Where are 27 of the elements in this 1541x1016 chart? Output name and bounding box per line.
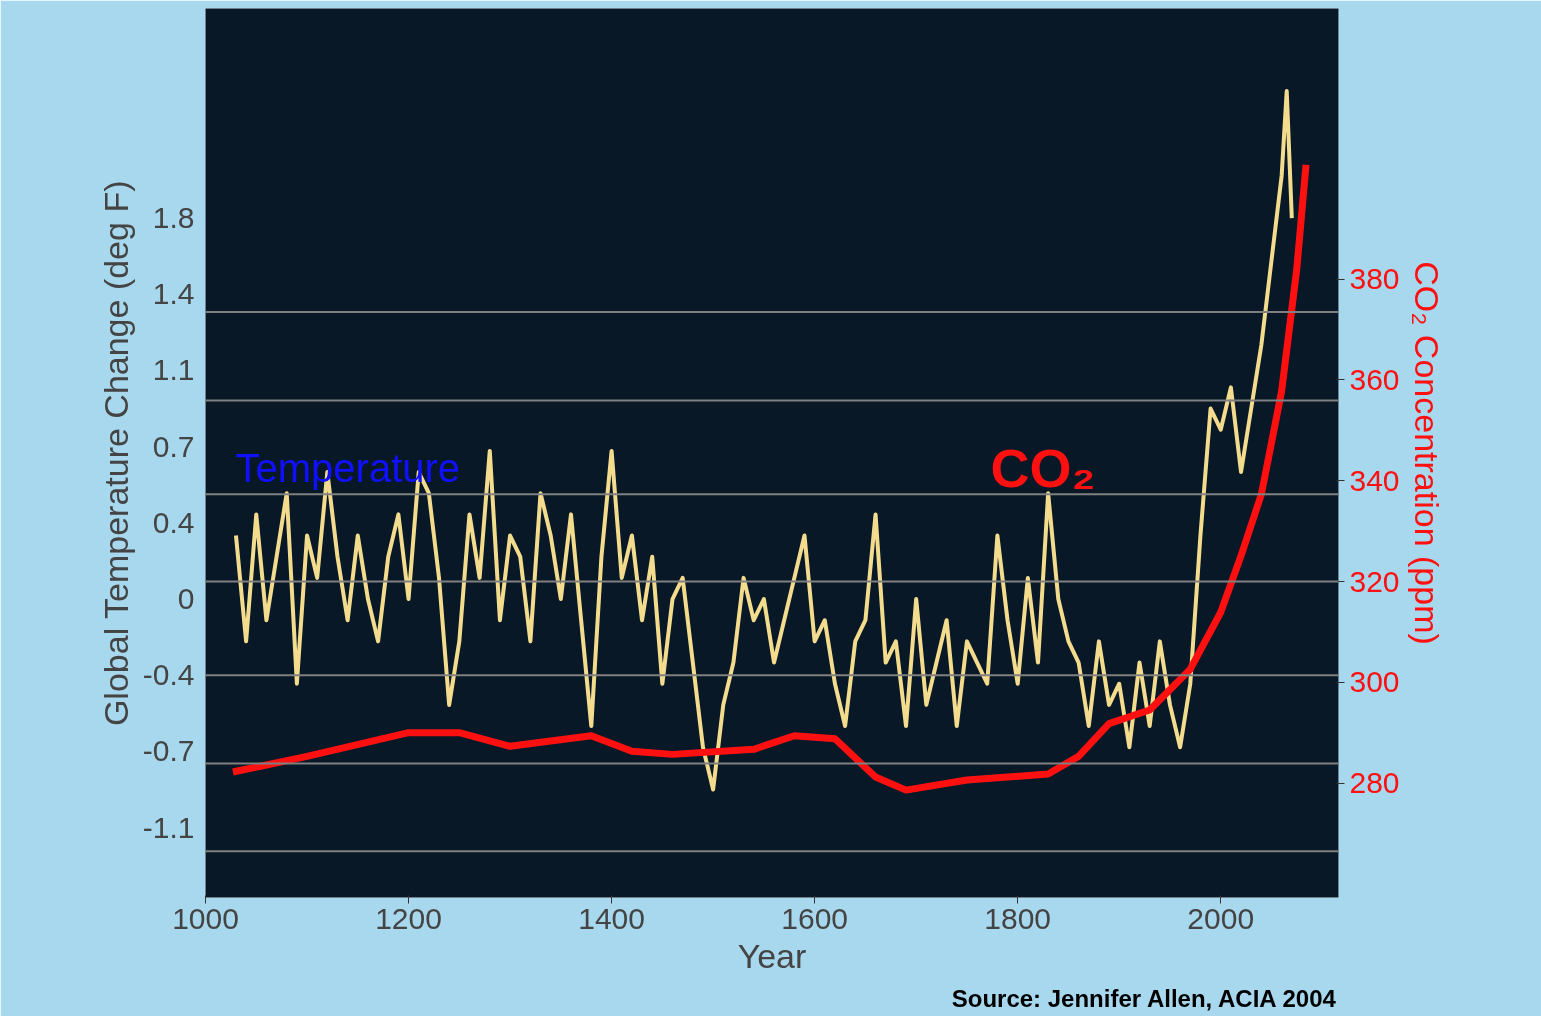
x-tick-label: 2000: [1187, 901, 1255, 935]
y2-tick-label: 320: [1349, 564, 1400, 598]
x-tick-label: 1800: [984, 901, 1052, 935]
y-tick-label: 0.7: [152, 429, 195, 463]
y-tick-label: -0.7: [142, 734, 195, 768]
y-tick-label: 0: [177, 582, 195, 616]
y-tick-label: 1.4: [152, 277, 195, 311]
y2-tick-label: 340: [1349, 463, 1400, 497]
y2-tick-label: 380: [1349, 262, 1400, 296]
y2-tick-label: 360: [1349, 362, 1400, 396]
x-axis-title: Year: [737, 936, 807, 975]
y-tick-label: 0.4: [152, 505, 195, 539]
x-tick-label: 1000: [172, 901, 239, 935]
y2-tick-label: 280: [1349, 766, 1400, 800]
y-tick-label: -0.4: [142, 658, 195, 692]
x-tick-label: 1600: [781, 901, 849, 935]
y-axis-title: Global Temperature Change (deg F): [96, 180, 135, 727]
y2-tick-label: 300: [1349, 665, 1400, 699]
annotation: Temperature: [235, 445, 461, 490]
y-tick-label: -1.1: [142, 810, 195, 844]
x-tick-label: 1200: [375, 901, 442, 935]
annotation: CO₂: [990, 437, 1096, 498]
y2-axis-title: CO₂ Concentration (ppm): [1407, 261, 1446, 645]
source-note: Source: Jennifer Allen, ACIA 2004: [951, 984, 1337, 1012]
y-tick-label: 1.1: [152, 353, 195, 387]
y-tick-label: 1.8: [152, 201, 195, 235]
x-tick-label: 1400: [578, 901, 645, 935]
